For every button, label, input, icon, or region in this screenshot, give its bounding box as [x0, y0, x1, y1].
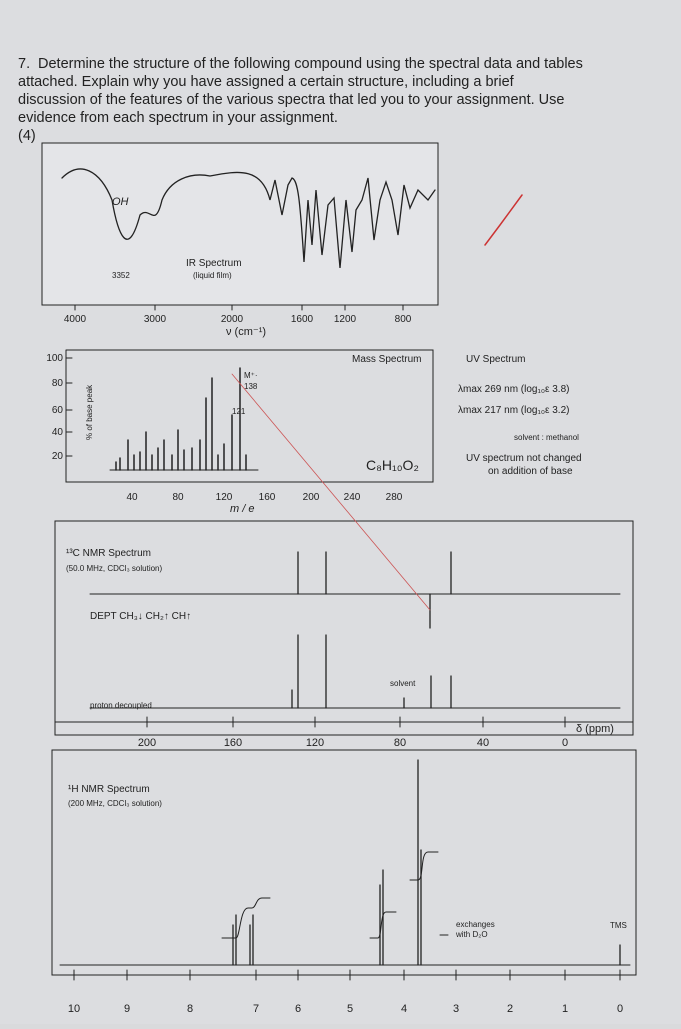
- ir-title: IR Spectrum: [186, 258, 242, 269]
- ir-tick-label: 1200: [334, 314, 357, 325]
- mass-y-tick-label: 100: [46, 353, 63, 364]
- ir-axis: 4000 3000 2000 1600 1200 800: [64, 304, 412, 325]
- c13-tick-label: 200: [138, 737, 156, 749]
- ir-tick-label: 800: [395, 314, 412, 325]
- c13-title: ¹³C NMR Spectrum: [66, 548, 151, 559]
- c13-subtitle: (50.0 MHz, CDCl₃ solution): [66, 564, 163, 573]
- h1-title: ¹H NMR Spectrum: [68, 784, 150, 795]
- ir-axis-label: ν (cm⁻¹): [226, 326, 266, 338]
- c13-proton: proton decoupled: [90, 701, 152, 710]
- c13-tick-label: 80: [394, 737, 406, 749]
- pen-line: [231, 373, 431, 611]
- mass-x-tick-label: 40: [126, 492, 138, 503]
- h1-tick-label: 10: [68, 1003, 80, 1015]
- h1-tick-label: 8: [187, 1003, 193, 1015]
- h1-exchange: with D₂O: [455, 930, 488, 939]
- h1-tick-label: 6: [295, 1003, 301, 1015]
- mass-y-tick-label: 60: [52, 405, 64, 416]
- mass-ion: M⁺·: [244, 371, 258, 380]
- mass-y-tick-label: 40: [52, 427, 64, 438]
- uv-line: λmax 217 nm (log₁₀ε 3.2): [458, 405, 569, 416]
- mass-y-label: % of base peak: [85, 384, 94, 440]
- c13-dept: DEPT CH₃↓ CH₂↑ CH↑: [90, 611, 191, 622]
- h1-exchange: exchanges: [456, 920, 495, 929]
- h1-subtitle: (200 MHz, CDCl₃ solution): [68, 799, 162, 808]
- h1-tick-label: 7: [253, 1003, 259, 1015]
- question-line: Determine the structure of the following…: [38, 56, 583, 72]
- ir-oh: OH: [112, 196, 129, 208]
- mass-x-label: m / e: [230, 503, 254, 515]
- c13-unit: δ (ppm): [576, 723, 614, 735]
- mass-peak-label: 121: [232, 407, 246, 416]
- c13-tick-label: 160: [224, 737, 242, 749]
- mass-title: Mass Spectrum: [352, 354, 421, 365]
- c13-solvent: solvent: [390, 679, 416, 688]
- ir-peak-label: 3352: [112, 271, 130, 280]
- mass-formula: C₈H₁₀O₂: [366, 457, 419, 473]
- integral: [221, 851, 439, 939]
- question-line: attached. Explain why you have assigned …: [18, 74, 515, 90]
- ir-frame: [41, 142, 439, 306]
- mass-spectrum: 100 80 60 40 20 40 80 120 160 200 240 280: [46, 353, 402, 503]
- mass-frame: [65, 349, 434, 483]
- mass-x-tick-label: 280: [386, 492, 403, 503]
- uv-title: UV Spectrum: [466, 354, 525, 365]
- ir-subtitle: (liquid film): [193, 271, 232, 280]
- question-marks: (4): [18, 128, 36, 144]
- ir-tick-label: 1600: [291, 314, 314, 325]
- question-line: evidence from each spectrum in your assi…: [18, 110, 338, 126]
- c13-tick-label: 40: [477, 737, 489, 749]
- mass-x-tick-label: 120: [216, 492, 233, 503]
- uv-note: on addition of base: [488, 466, 573, 477]
- c13-tick-label: 120: [306, 737, 324, 749]
- ir-tick-label: 2000: [221, 314, 244, 325]
- question-number: 7.: [18, 56, 30, 72]
- mass-x-tick-label: 160: [259, 492, 276, 503]
- uv-note: UV spectrum not changed: [466, 453, 582, 464]
- h1-tms: TMS: [610, 921, 627, 930]
- h1-tick-label: 0: [617, 1003, 623, 1015]
- ir-trace: [61, 168, 436, 269]
- c13-spectrum: 200 160 120 80 40 0: [54, 551, 634, 749]
- mass-x-tick-label: 240: [344, 492, 361, 503]
- h1-tick-label: 5: [347, 1003, 353, 1015]
- h1-spectrum: 10 9 8 7 6 5 4 3 2 1 0: [51, 759, 637, 1015]
- check-mark: [484, 194, 523, 246]
- mass-ion-value: 138: [244, 382, 258, 391]
- h1-tick-label: 3: [453, 1003, 459, 1015]
- h1-tick-label: 1: [562, 1003, 568, 1015]
- mass-y-tick-label: 80: [52, 378, 64, 389]
- question-line: discussion of the features of the variou…: [18, 92, 564, 108]
- uv-solvent: solvent : methanol: [514, 433, 579, 442]
- c13-tick-label: 0: [562, 737, 568, 749]
- mass-x-tick-label: 80: [172, 492, 184, 503]
- c13-frame: [54, 520, 634, 736]
- mass-y-tick-label: 20: [52, 451, 64, 462]
- h1-tick-label: 9: [124, 1003, 130, 1015]
- h1-tick-label: 4: [401, 1003, 407, 1015]
- h1-tick-label: 2: [507, 1003, 513, 1015]
- mass-x-tick-label: 200: [303, 492, 320, 503]
- question: 7. Determine the structure of the follow…: [18, 56, 583, 144]
- uv-line: λmax 269 nm (log₁₀ε 3.8): [458, 384, 569, 395]
- ir-tick-label: 3000: [144, 314, 167, 325]
- ir-tick-label: 4000: [64, 314, 87, 325]
